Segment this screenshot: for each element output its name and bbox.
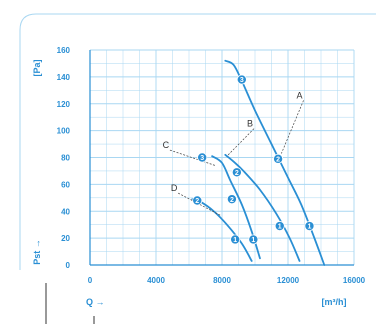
series-line-b bbox=[224, 153, 301, 262]
x-unit-label: [m³/h] bbox=[322, 297, 347, 307]
curve-label-a: A bbox=[297, 90, 303, 100]
marker-number: 1 bbox=[233, 237, 237, 244]
y-tick-label: 40 bbox=[61, 207, 70, 216]
operating-point-marker: 2 bbox=[226, 194, 237, 205]
annotations: A B C D bbox=[163, 90, 304, 216]
marker-number: 1 bbox=[307, 224, 311, 231]
grid bbox=[89, 49, 355, 266]
series-line-a bbox=[224, 59, 326, 266]
axes: 0 4000 8000 12000 16000 0 20 40 60 80 100 120 140 160 bbox=[57, 46, 366, 285]
x-tick-label: 0 bbox=[88, 276, 93, 285]
marker-circle bbox=[273, 153, 284, 164]
leader-line-b bbox=[226, 128, 255, 157]
x-tick-label: 8000 bbox=[213, 276, 231, 285]
marker-number: 3 bbox=[240, 77, 244, 84]
point-markers: 3 2 1 1 2 2 1 3 2 1 bbox=[192, 74, 315, 245]
marker-circle bbox=[192, 195, 203, 206]
panel-border bbox=[19, 13, 376, 270]
y-tick-label: 80 bbox=[61, 154, 70, 163]
marker-circle bbox=[230, 234, 241, 245]
leader-line-d bbox=[177, 192, 221, 216]
marker-circle bbox=[226, 194, 237, 205]
marker-number: 2 bbox=[230, 197, 234, 204]
curve-label-c: C bbox=[163, 140, 170, 150]
x-axis-label: Q → bbox=[86, 297, 105, 307]
marker-circle bbox=[304, 221, 315, 232]
x-tick-label: 12000 bbox=[277, 276, 300, 285]
marker-circle bbox=[236, 74, 247, 85]
x-tick-label: 4000 bbox=[147, 276, 165, 285]
marker-number: 2 bbox=[276, 156, 280, 163]
y-unit-label: [Pa] bbox=[32, 59, 42, 76]
marker-number: 1 bbox=[251, 237, 255, 244]
y-tick-label: 60 bbox=[61, 180, 70, 189]
y-axis-label: Pst → bbox=[32, 239, 42, 265]
operating-point-marker: 3 bbox=[236, 74, 247, 85]
y-tick-label: 160 bbox=[57, 46, 71, 55]
marker-circle bbox=[231, 167, 242, 178]
leader-line-a bbox=[281, 100, 304, 154]
marker-number: 1 bbox=[278, 224, 282, 231]
leader-line-c bbox=[169, 149, 216, 166]
operating-point-marker: 1 bbox=[274, 221, 285, 232]
operating-point-marker: 2 bbox=[231, 167, 242, 178]
marker-circle bbox=[274, 221, 285, 232]
curve-label-d: D bbox=[171, 183, 178, 193]
marker-number: 2 bbox=[235, 170, 239, 177]
curve-label-b: B bbox=[247, 119, 253, 129]
marker-circle bbox=[248, 234, 259, 245]
series-line-c bbox=[211, 155, 261, 260]
operating-point-marker: 1 bbox=[304, 221, 315, 232]
y-tick-label: 120 bbox=[57, 100, 71, 109]
operating-point-marker: 1 bbox=[230, 234, 241, 245]
x-tick-label: 16000 bbox=[343, 276, 366, 285]
operating-point-marker: 2 bbox=[273, 153, 284, 164]
operating-point-marker: 2 bbox=[192, 195, 203, 206]
marker-number: 2 bbox=[195, 198, 199, 205]
y-tick-label: 100 bbox=[57, 127, 71, 136]
marker-circle bbox=[197, 152, 208, 163]
operating-point-marker: 1 bbox=[248, 234, 259, 245]
y-tick-label: 0 bbox=[66, 261, 71, 270]
y-tick-label: 20 bbox=[61, 234, 70, 243]
y-tick-label: 140 bbox=[57, 73, 71, 82]
marker-number: 3 bbox=[200, 155, 204, 162]
operating-point-marker: 3 bbox=[197, 152, 208, 163]
